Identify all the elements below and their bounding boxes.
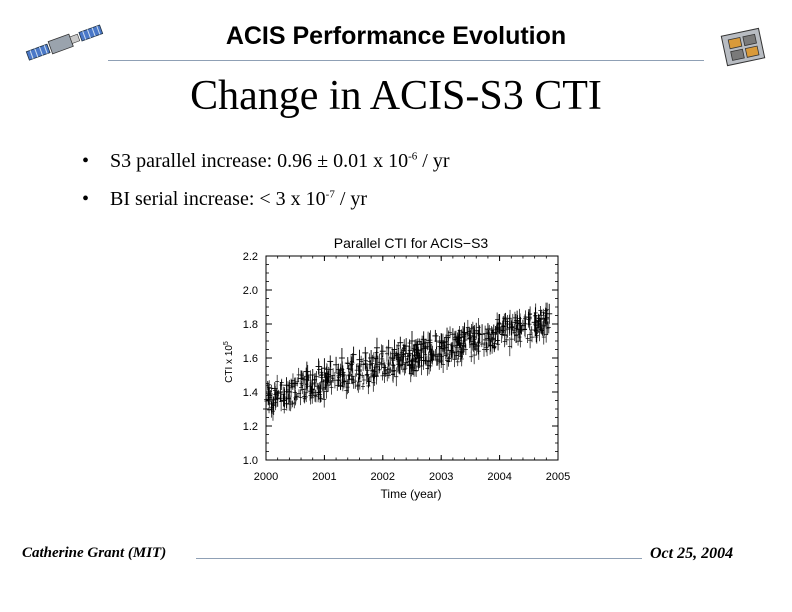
satellite-icon: [25, 24, 104, 61]
bullet-unit: / yr: [334, 188, 368, 210]
acis-instrument-icon: [720, 27, 766, 67]
bullet-marker: •: [82, 188, 90, 210]
footer-author: Catherine Grant (MIT): [22, 545, 167, 561]
y-tick-label: 1.8: [243, 319, 258, 331]
y-tick-label: 1.0: [243, 455, 258, 467]
y-tick-label: 1.6: [243, 353, 258, 365]
chart-ylabel-exponent: 5: [223, 341, 230, 345]
footer-date: Oct 25, 2004: [650, 545, 734, 562]
footer-rule: [196, 558, 642, 559]
bullet-marker: •: [82, 150, 90, 172]
slide-title: Change in ACIS-S3 CTI: [190, 73, 602, 119]
y-tick-label: 2.2: [243, 251, 258, 263]
bullet-text: BI serial increase: < 3 x 10: [110, 188, 326, 210]
bullet-exponent: -6: [408, 150, 418, 163]
bullet-unit: / yr: [417, 150, 450, 172]
chart-xlabel: Time (year): [381, 487, 442, 501]
x-tick-label: 2002: [371, 471, 395, 483]
chart-ylabel-text: CTI x 10: [224, 345, 235, 383]
bullet-text: S3 parallel increase: 0.96 ± 0.01 x 10: [110, 150, 409, 172]
chart-ylabel: CTI x 105: [223, 341, 235, 383]
bullet-item: • BI serial increase: < 3 x 10-7 / yr: [82, 188, 367, 211]
y-tick-label: 1.4: [243, 387, 258, 399]
y-tick-label: 2.0: [243, 285, 258, 297]
x-tick-label: 2001: [312, 471, 336, 483]
x-tick-label: 2003: [429, 471, 453, 483]
x-tick-label: 2005: [546, 471, 570, 483]
chart-title: Parallel CTI for ACIS−S3: [334, 235, 489, 251]
header-title: ACIS Performance Evolution: [225, 22, 567, 50]
x-tick-label: 2004: [487, 471, 511, 483]
header-rule: [108, 60, 704, 61]
plot-frame: [265, 255, 559, 461]
y-tick-label: 1.2: [243, 421, 258, 433]
bullet-exponent: -7: [325, 188, 335, 201]
x-tick-label: 2000: [254, 471, 278, 483]
bullet-item: • S3 parallel increase: 0.96 ± 0.01 x 10-…: [82, 150, 450, 173]
